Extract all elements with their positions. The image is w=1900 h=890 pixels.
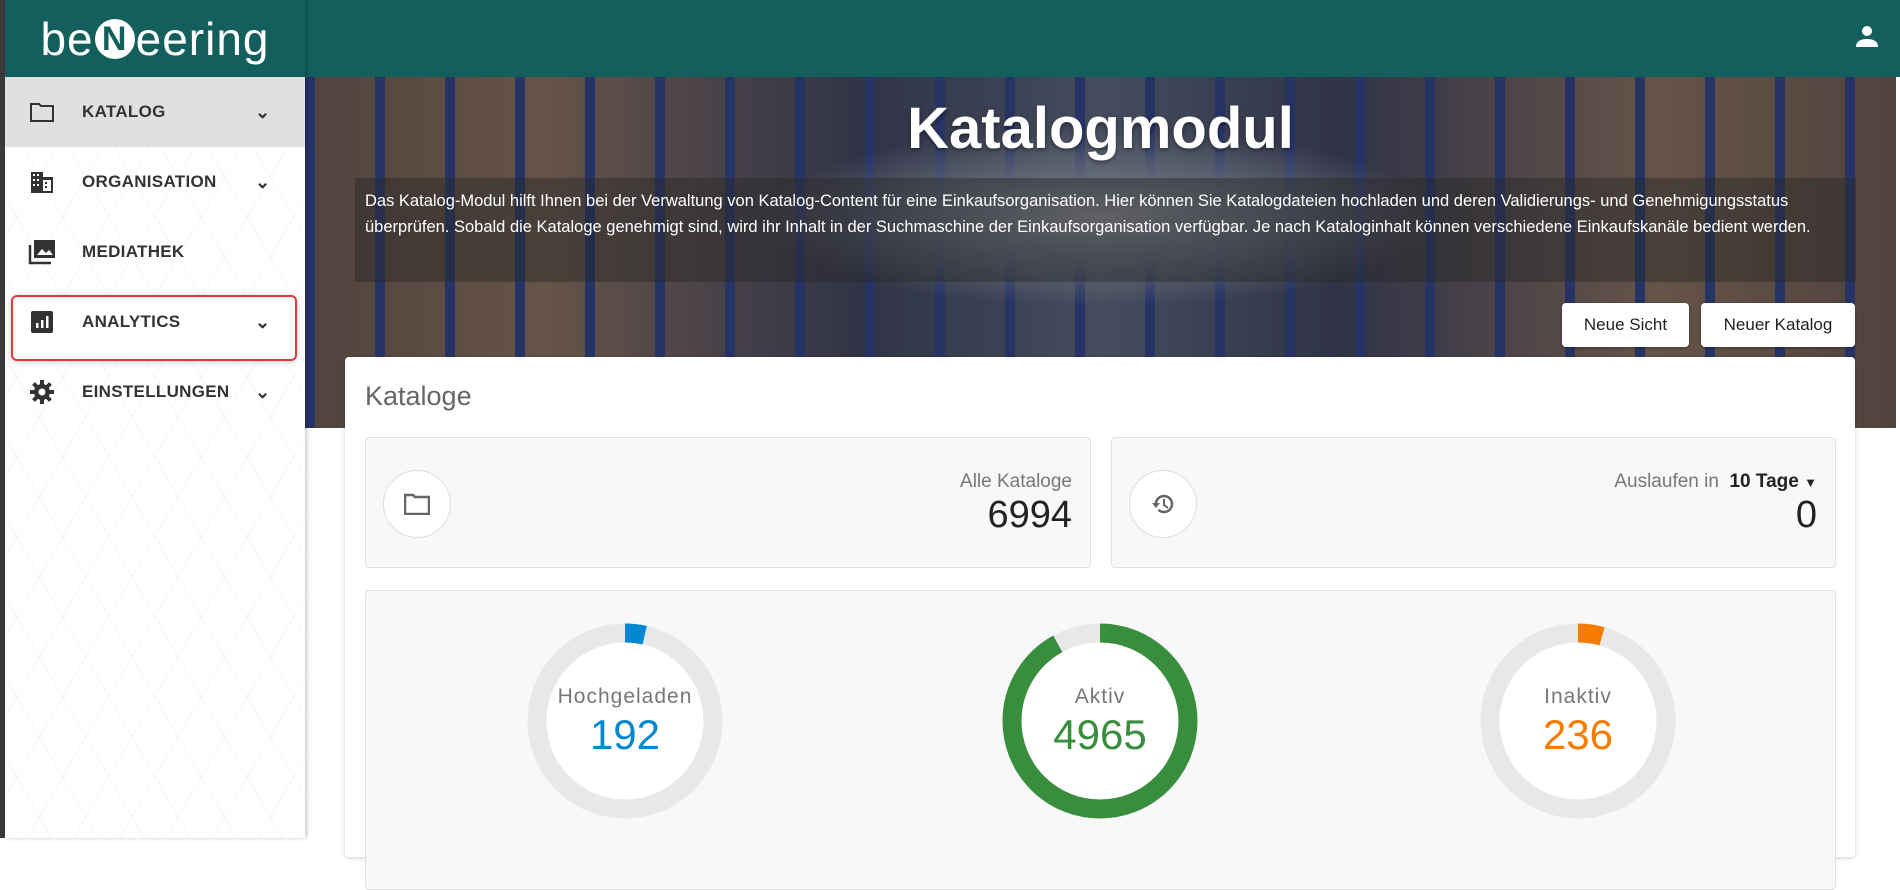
- chevron-down-icon[interactable]: ⌄: [255, 311, 271, 332]
- donut-ring: [1480, 623, 1676, 819]
- folder-icon: [27, 97, 57, 127]
- history-icon: [1129, 470, 1197, 538]
- donut-arc: [1002, 623, 1198, 819]
- all-catalogs-stat[interactable]: Alle Kataloge 6994: [365, 437, 1091, 568]
- new-view-button[interactable]: Neue Sicht: [1562, 303, 1689, 347]
- analytics-icon: [27, 307, 57, 337]
- donut-ring: [1002, 623, 1198, 819]
- expiring-label: Auslaufen in: [1614, 471, 1719, 492]
- module-description: Das Katalog-Modul hilft Ihnen bei der Ve…: [355, 178, 1856, 282]
- sidebar-item-einstellungen[interactable]: EINSTELLUNGEN ⌄: [5, 357, 305, 427]
- status-donuts: Hochgeladen 192 Aktiv 4965 Inaktiv 236: [365, 590, 1836, 890]
- page-title: Katalogmodul: [907, 96, 1294, 161]
- donut-label: Aktiv: [1074, 685, 1126, 708]
- donut-arc: [1480, 623, 1676, 819]
- period-select[interactable]: 10 Tage ▼: [1729, 471, 1817, 492]
- sidebar-item-analytics[interactable]: ANALYTICS ⌄: [5, 287, 305, 357]
- donut-label: Hochgeladen: [557, 685, 693, 708]
- building-icon: [27, 167, 57, 197]
- sidebar-item-label: ORGANISATION: [82, 172, 217, 191]
- donut-active[interactable]: Aktiv 4965: [1002, 623, 1198, 819]
- account-icon[interactable]: [1856, 25, 1878, 52]
- sidebar-item-label: MEDIATHEK: [82, 242, 185, 261]
- sidebar-item-katalog[interactable]: KATALOG ⌄: [5, 77, 305, 147]
- all-catalogs-label: Alle Kataloge: [960, 471, 1072, 492]
- donut-value: 192: [589, 711, 661, 758]
- sidebar-item-organisation[interactable]: ORGANISATION ⌄: [5, 147, 305, 361]
- all-catalogs-value: 6994: [987, 494, 1072, 536]
- donut-value: 236: [1542, 711, 1614, 758]
- sidebar-item-label: KATALOG: [82, 102, 166, 121]
- window-edge: [0, 0, 5, 838]
- catalog-card: Kataloge Alle Kataloge 6994 Auslaufen in…: [345, 357, 1855, 890]
- chevron-down-icon[interactable]: ⌄: [255, 171, 271, 192]
- donut-label: Inaktiv: [1544, 685, 1612, 708]
- folder-icon: [383, 470, 451, 538]
- donut-value: 4965: [1053, 711, 1147, 758]
- chevron-down-icon[interactable]: ⌄: [255, 101, 271, 122]
- expiring-filter: Auslaufen in 10 Tage ▼: [1614, 471, 1817, 493]
- logo-text: eering: [135, 12, 270, 65]
- donut-arc: [527, 623, 723, 819]
- chevron-down-icon[interactable]: ⌄: [255, 381, 271, 402]
- logo-text: be: [40, 12, 94, 65]
- photo-library-icon: [27, 237, 57, 267]
- donut-uploaded[interactable]: Hochgeladen 192: [527, 623, 723, 819]
- sidebar-item-label: ANALYTICS: [82, 312, 181, 331]
- caret-down-icon: ▼: [1804, 475, 1817, 490]
- gear-icon: [27, 377, 57, 407]
- card-title: Kataloge: [365, 381, 472, 411]
- new-catalog-button[interactable]: Neuer Katalog: [1701, 303, 1855, 347]
- highlight-outline: [11, 295, 297, 361]
- period-value: 10 Tage: [1729, 471, 1799, 492]
- expiring-value: 0: [1795, 494, 1817, 536]
- logo-mark: N: [94, 18, 135, 59]
- donut-ring: [527, 623, 723, 819]
- sidebar-item-mediathek[interactable]: MEDIATHEK: [5, 217, 305, 287]
- donut-inactive[interactable]: Inaktiv 236: [1480, 623, 1676, 819]
- expiring-stat: Auslaufen in 10 Tage ▼ 0: [1111, 437, 1836, 568]
- scrollbar[interactable]: [1896, 77, 1900, 838]
- sidebar-item-label: EINSTELLUNGEN: [82, 382, 230, 401]
- top-bar: [305, 0, 1900, 77]
